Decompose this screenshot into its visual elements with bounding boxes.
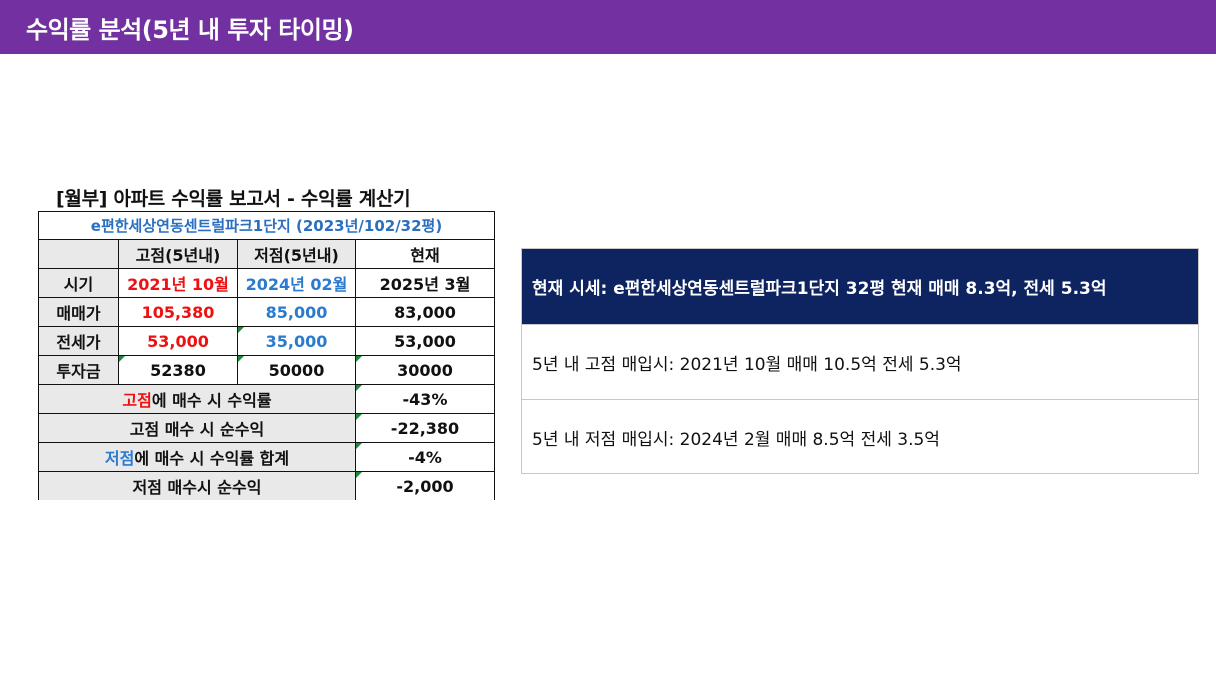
- table-row: 시기 2021년 10월 2024년 02월 2025년 3월: [38, 268, 495, 298]
- current-sale-price-cell: 83,000: [355, 297, 495, 327]
- summary-row: 고점 매수 시 순수익 -22,380: [38, 413, 495, 443]
- summary-value: -2,000: [355, 471, 495, 500]
- empty-corner-cell: [38, 239, 119, 269]
- current-period-cell: 2025년 3월: [355, 268, 495, 298]
- high-sale-price-cell: 105,380: [118, 297, 238, 327]
- yield-table: e편한세상연동센트럴파크1단지 (2023년/102/32평) 고점(5년내) …: [38, 211, 495, 500]
- row-label: 투자금: [38, 355, 119, 385]
- current-price-row: 현재 시세: e편한세상연동센트럴파크1단지 32평 현재 매매 8.3억, 전…: [522, 249, 1198, 324]
- high-investment-cell: 52380: [118, 355, 238, 385]
- low-purchase-row: 5년 내 저점 매입시: 2024년 2월 매매 8.5억 전세 3.5억: [522, 399, 1198, 474]
- summary-label: 저점 매수시 순수익: [38, 471, 356, 500]
- low-jeonse-cell: 35,000: [237, 326, 356, 356]
- column-header-current: 현재: [355, 239, 495, 269]
- table-row: 매매가 105,380 85,000 83,000: [38, 297, 495, 327]
- row-label: 매매가: [38, 297, 119, 327]
- column-header-row: 고점(5년내) 저점(5년내) 현재: [38, 239, 495, 269]
- page-title: 수익률 분석(5년 내 투자 타이밍): [26, 16, 354, 44]
- low-investment-cell: 50000: [237, 355, 356, 385]
- column-header-high: 고점(5년내): [118, 239, 238, 269]
- summary-row: 고점에 매수 시 수익률 -43%: [38, 384, 495, 414]
- high-period-cell: 2021년 10월: [118, 268, 238, 298]
- high-jeonse-cell: 53,000: [118, 326, 238, 356]
- table-row: 전세가 53,000 35,000 53,000: [38, 326, 495, 356]
- row-label: 전세가: [38, 326, 119, 356]
- current-investment-cell: 30000: [355, 355, 495, 385]
- high-purchase-row: 5년 내 고점 매입시: 2021년 10월 매매 10.5억 전세 5.3억: [522, 324, 1198, 399]
- low-sale-price-cell: 85,000: [237, 297, 356, 327]
- summary-label: 고점에 매수 시 수익률: [38, 384, 356, 414]
- summary-row: 저점에 매수 시 수익률 합계 -4%: [38, 442, 495, 472]
- price-summary-list: 현재 시세: e편한세상연동센트럴파크1단지 32평 현재 매매 8.3억, 전…: [521, 248, 1199, 474]
- summary-text: 고점 매수 시 순수익: [129, 420, 265, 439]
- summary-label: 고점 매수 시 순수익: [38, 413, 356, 443]
- sheet-title: [월부] 아파트 수익률 보고서 - 수익률 계산기: [56, 188, 411, 210]
- summary-label: 저점에 매수 시 수익률 합계: [38, 442, 356, 472]
- summary-accent: 고점: [122, 391, 152, 410]
- summary-text: 저점 매수시 순수익: [132, 478, 262, 497]
- yield-calculator-sheet: [월부] 아파트 수익률 보고서 - 수익률 계산기 e편한세상연동센트럴파크1…: [38, 181, 495, 500]
- row-label: 시기: [38, 268, 119, 298]
- summary-accent: 저점: [104, 449, 135, 468]
- apartment-row: e편한세상연동센트럴파크1단지 (2023년/102/32평): [38, 211, 495, 240]
- column-header-low: 저점(5년내): [237, 239, 356, 269]
- table-row: 투자금 52380 50000 30000: [38, 355, 495, 385]
- current-jeonse-cell: 53,000: [355, 326, 495, 356]
- summary-text: 에 매수 시 수익률: [151, 391, 272, 410]
- summary-value: -4%: [355, 442, 495, 472]
- summary-value: -43%: [355, 384, 495, 414]
- summary-value: -22,380: [355, 413, 495, 443]
- apartment-name: e편한세상연동센트럴파크1단지 (2023년/102/32평): [38, 211, 495, 240]
- summary-row: 저점 매수시 순수익 -2,000: [38, 471, 495, 500]
- low-period-cell: 2024년 02월: [237, 268, 356, 298]
- header-banner: 수익률 분석(5년 내 투자 타이밍): [0, 0, 1216, 54]
- summary-text: 에 매수 시 수익률 합계: [134, 449, 290, 468]
